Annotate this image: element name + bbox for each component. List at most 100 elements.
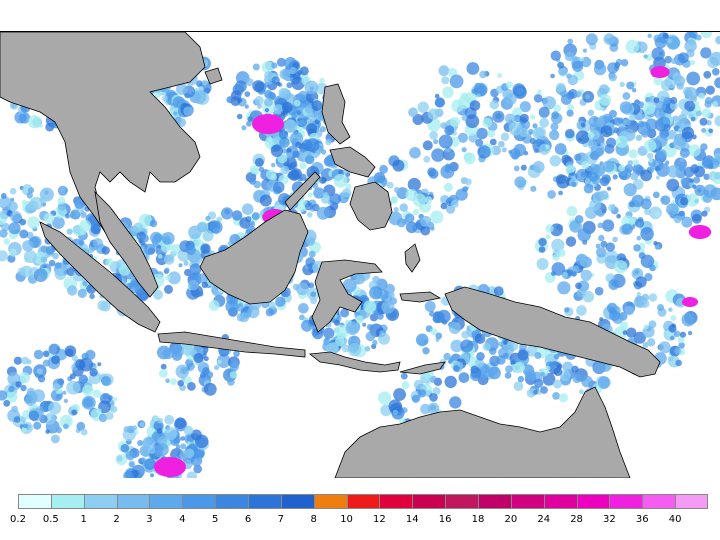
rain-cell — [28, 410, 40, 421]
rain-cell — [385, 283, 395, 294]
rain-cell — [616, 213, 621, 219]
rain-cell — [186, 471, 198, 478]
rain-cell — [105, 412, 114, 420]
rain-cell — [559, 370, 571, 382]
rain-cell — [259, 194, 272, 207]
rain-cell — [667, 38, 673, 44]
rain-cell — [156, 443, 169, 457]
legend-label: 18 — [471, 514, 485, 525]
rain-cell — [79, 219, 91, 232]
legend-label: 36 — [635, 514, 649, 525]
legend-swatch — [609, 494, 643, 509]
rain-cell — [15, 381, 22, 388]
rain-cell — [603, 33, 616, 45]
rain-cell — [33, 421, 42, 430]
rain-cell — [137, 440, 144, 446]
rain-cell — [180, 436, 186, 441]
rain-cell — [196, 222, 208, 233]
rain-cell — [164, 267, 170, 273]
rain-cell — [444, 125, 455, 136]
rain-cell — [128, 460, 136, 468]
rain-cell — [342, 169, 349, 175]
rain-cell — [513, 361, 525, 374]
rain-cell — [651, 47, 665, 61]
rain-cell — [648, 320, 657, 329]
rain-cell — [123, 470, 134, 478]
rain-cell — [52, 252, 59, 260]
rain-cell — [576, 90, 582, 97]
legend-label: 5 — [211, 514, 219, 525]
heavy-rain-core — [154, 457, 186, 477]
rain-cell — [574, 153, 582, 161]
legend-label: 6 — [244, 514, 252, 525]
rain-cell — [679, 331, 687, 338]
rain-cell — [669, 101, 679, 110]
rain-cell — [614, 62, 621, 68]
rain-cell — [457, 132, 468, 143]
rain-cell — [656, 163, 670, 177]
rain-cell — [636, 235, 642, 241]
rain-cell — [367, 324, 374, 331]
rain-cell — [657, 304, 664, 311]
rain-cell — [600, 125, 613, 138]
rain-cell — [698, 92, 705, 100]
rain-cell — [299, 314, 305, 321]
legend-swatch — [346, 494, 380, 509]
rain-cell — [37, 375, 46, 383]
rain-cell — [320, 149, 327, 155]
rain-cell — [190, 454, 203, 467]
rain-cell — [20, 384, 27, 392]
rain-cell — [608, 307, 616, 315]
rain-cell — [688, 32, 698, 39]
rain-cell — [704, 100, 712, 108]
rain-cell — [244, 104, 249, 109]
rain-cell — [539, 117, 549, 128]
legend-label: 2 — [113, 514, 120, 525]
rain-cell — [642, 102, 656, 115]
rain-cell — [596, 117, 606, 127]
rain-cell — [78, 374, 89, 384]
rain-cell — [663, 96, 671, 104]
rain-cell — [19, 229, 29, 239]
rain-cell — [307, 192, 313, 198]
rain-cell — [647, 338, 656, 347]
rain-cell — [413, 379, 424, 390]
rain-cell — [9, 187, 17, 195]
rain-cell — [440, 164, 455, 179]
rain-cell — [82, 384, 94, 396]
rain-cell — [231, 210, 243, 221]
rain-cell — [292, 62, 300, 69]
rain-cell — [112, 397, 118, 402]
rain-cell — [279, 68, 291, 80]
rain-cell — [455, 188, 468, 201]
rain-cell — [193, 464, 202, 474]
rain-cell — [471, 88, 477, 94]
rain-cell — [517, 375, 525, 383]
rain-cell — [545, 234, 551, 240]
rain-cell — [306, 123, 318, 135]
rain-cell — [714, 77, 720, 89]
heavy-rain-core — [688, 225, 712, 239]
rain-cell — [632, 88, 637, 93]
rain-cell — [158, 369, 168, 378]
rain-cell — [594, 286, 604, 296]
rain-cell — [693, 176, 701, 184]
rain-cell — [449, 151, 455, 158]
rain-cell — [537, 89, 542, 95]
rain-cell — [681, 216, 693, 228]
rain-cell — [664, 55, 673, 64]
legend-label: 32 — [603, 514, 616, 525]
rain-cell — [417, 389, 427, 398]
rain-cell — [241, 203, 254, 215]
rain-cell — [269, 93, 276, 100]
rain-cell — [654, 165, 661, 172]
rain-cell — [580, 269, 592, 281]
legend-label: 16 — [438, 514, 452, 525]
rain-cell — [388, 292, 395, 299]
legend-label: 8 — [310, 514, 317, 525]
rain-cell — [33, 349, 44, 360]
rain-cell — [706, 120, 712, 126]
rain-cell — [608, 73, 618, 82]
rain-cell — [448, 321, 461, 334]
rain-cell — [144, 243, 156, 255]
